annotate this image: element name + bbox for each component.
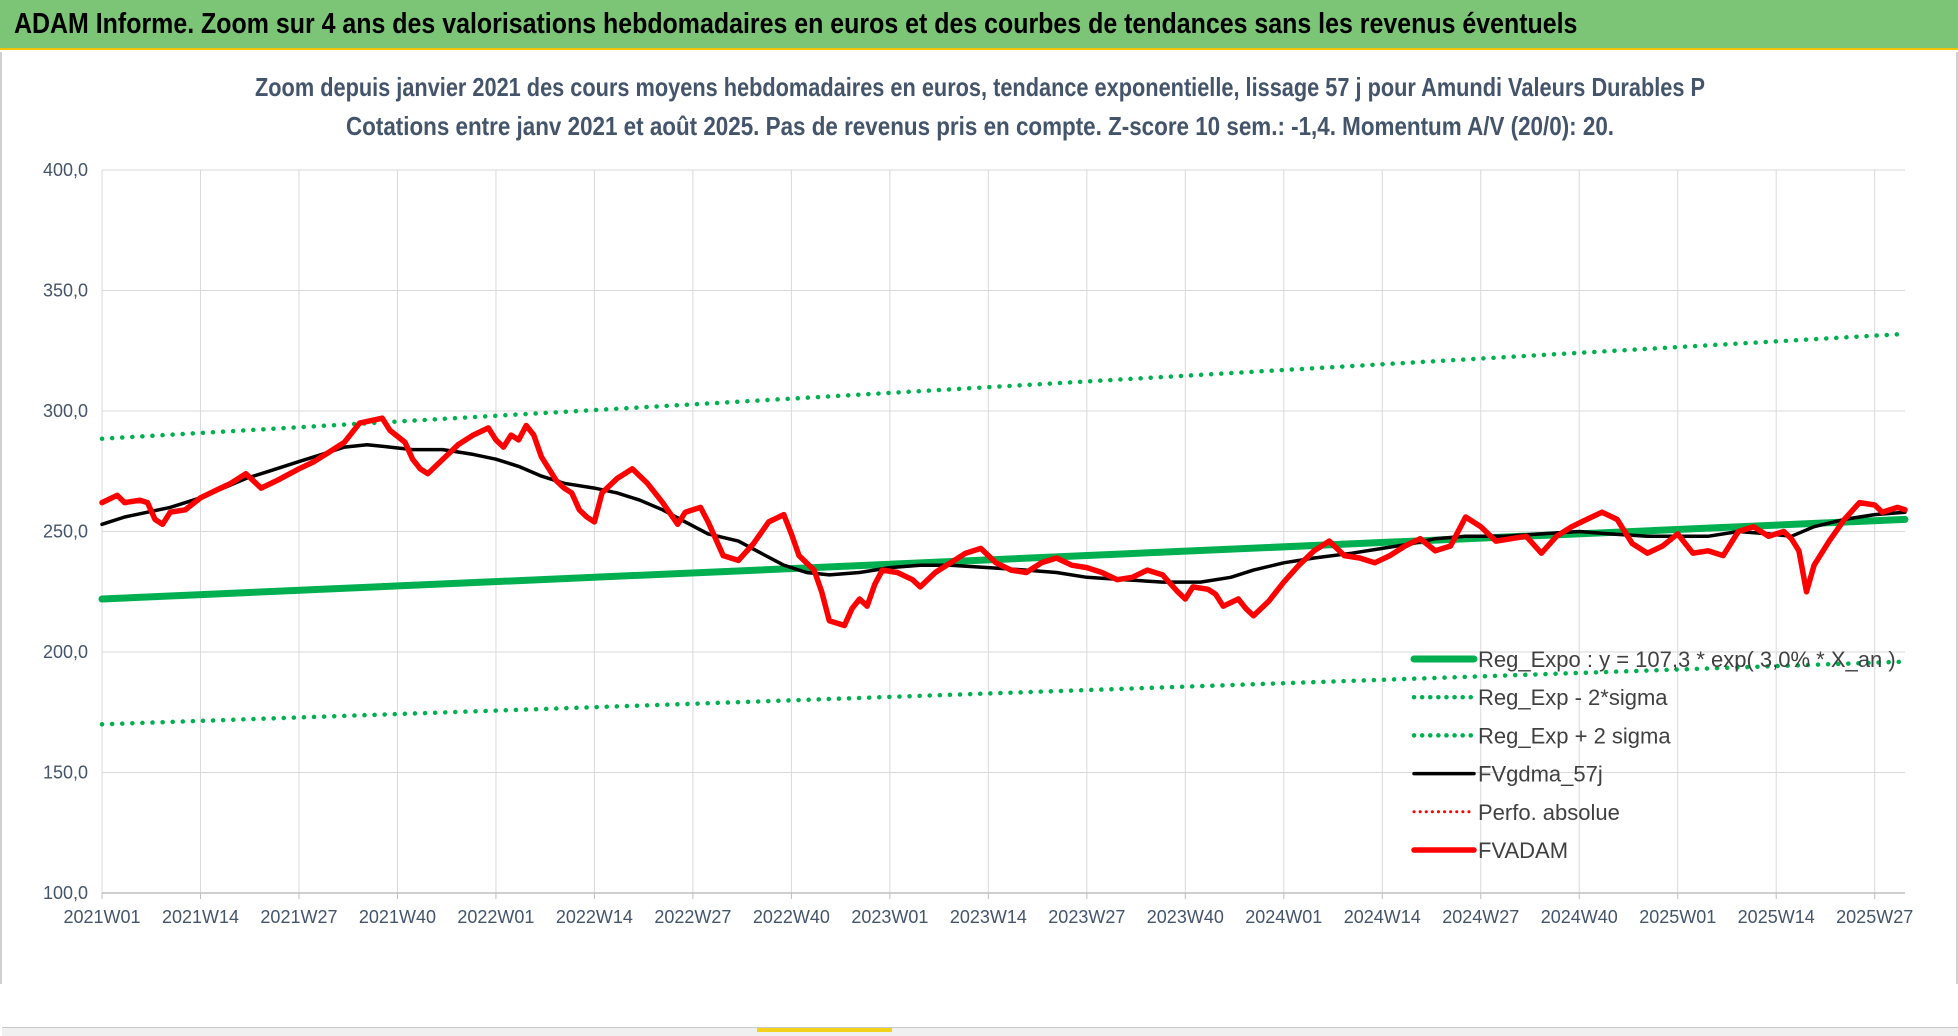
chart-area: Zoom depuis janvier 2021 des cours moyen… <box>0 52 1958 1036</box>
y-tick-label: 400,0 <box>43 160 88 180</box>
legend-label: FVgdma_57j <box>1478 762 1603 787</box>
x-tick-label: 2023W14 <box>950 907 1027 927</box>
x-tick-label: 2022W14 <box>556 907 633 927</box>
x-tick-label: 2024W01 <box>1245 907 1322 927</box>
x-tick-label: 2025W27 <box>1836 907 1913 927</box>
header-banner: ADAM Informe. Zoom sur 4 ans des valoris… <box>0 0 1958 50</box>
x-tick-label: 2023W27 <box>1048 907 1125 927</box>
sheet-marker <box>757 1028 892 1032</box>
x-tick-label: 2022W40 <box>753 907 830 927</box>
y-tick-label: 350,0 <box>43 281 88 301</box>
x-tick-label: 2022W01 <box>457 907 534 927</box>
chart-subtitle-line-1: Zoom depuis janvier 2021 des cours moyen… <box>255 72 1705 102</box>
x-tick-label: 2025W01 <box>1639 907 1716 927</box>
x-tick-label: 2024W40 <box>1541 907 1618 927</box>
series-line-1 <box>99 659 1908 727</box>
y-tick-label: 100,0 <box>43 883 88 903</box>
gridlines <box>101 169 1905 899</box>
legend: Reg_Expo : y = 107,3 * exp( 3,0% * X_an … <box>1410 647 1896 863</box>
x-tick-label: 2023W01 <box>851 907 928 927</box>
legend-label: Reg_Expo : y = 107,3 * exp( 3,0% * X_an … <box>1478 647 1896 672</box>
legend-label: Perfo. absolue <box>1478 800 1620 825</box>
x-tick-label: 2024W14 <box>1344 907 1421 927</box>
x-tick-label: 2021W14 <box>162 907 239 927</box>
y-tick-label: 200,0 <box>43 642 88 662</box>
x-tick-label: 2025W14 <box>1738 907 1815 927</box>
line-chart: Zoom depuis janvier 2021 des cours moyen… <box>43 72 1913 927</box>
y-tick-label: 300,0 <box>43 401 88 421</box>
series-line-4 <box>99 415 1908 629</box>
axis-labels: 100,0 150,0 200,0 250,0 300,0 350,0 400,0 2021W… <box>43 160 1913 927</box>
x-tick-label: 2021W40 <box>359 907 436 927</box>
legend-label: FVADAM <box>1478 838 1568 863</box>
series-line-3 <box>100 442 1907 584</box>
x-tick-label: 2024W27 <box>1442 907 1519 927</box>
y-tick-label: 150,0 <box>43 763 88 783</box>
series-line-2 <box>99 331 1908 441</box>
x-tick-label: 2021W01 <box>63 907 140 927</box>
bottom-border <box>2 1027 1958 1036</box>
y-tick-label: 250,0 <box>43 522 88 542</box>
x-tick-label: 2023W40 <box>1147 907 1224 927</box>
page-title: ADAM Informe. Zoom sur 4 ans des valoris… <box>14 8 1578 40</box>
chart-subtitle-line-2: Cotations entre janv 2021 et août 2025. … <box>346 111 1614 141</box>
legend-label: Reg_Exp + 2 sigma <box>1478 723 1671 748</box>
x-tick-label: 2022W27 <box>654 907 731 927</box>
legend-label: Reg_Exp - 2*sigma <box>1478 685 1668 710</box>
series-layer <box>98 331 1909 727</box>
x-tick-label: 2021W27 <box>260 907 337 927</box>
